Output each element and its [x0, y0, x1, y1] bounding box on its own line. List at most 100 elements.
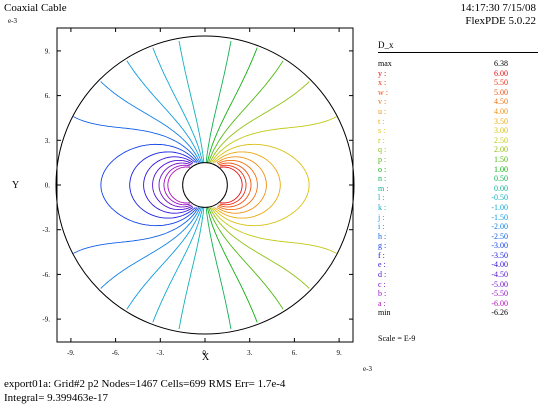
legend-label: i : [378, 222, 385, 232]
legend-value: -1.50 [491, 212, 508, 222]
legend: D_x max 6.38 y :6.00 x :5.50 w :5.00 v :4.50 u… [378, 40, 538, 318]
x-tick-label: 9. [336, 349, 342, 357]
legend-row: k : -1.00 [378, 203, 538, 213]
contour-level-q [209, 81, 310, 289]
legend-label: e : [378, 260, 386, 270]
legend-value: 2.00 [494, 145, 508, 155]
legend-title: D_x [378, 40, 538, 53]
legend-label: g : [378, 241, 387, 251]
legend-row: h : -2.50 [378, 232, 538, 242]
legend-value: -4.00 [491, 260, 508, 270]
legend-label: l : [378, 193, 385, 203]
contour-level-o [206, 47, 258, 323]
legend-value: 4.50 [494, 97, 508, 107]
y-tick-label: -9. [42, 316, 50, 324]
outer-conductor [55, 35, 355, 335]
legend-row: a : -6.00 [378, 299, 538, 309]
contour-level-s [212, 143, 310, 227]
plot-title: Coaxial Cable [4, 2, 67, 14]
legend-row: w : 5.00 [378, 88, 538, 98]
legend-label: p : [378, 154, 387, 164]
legend-label: r : [378, 135, 385, 145]
legend-label: min [378, 308, 391, 318]
legend-label: a : [378, 298, 386, 308]
contour-level-e [143, 156, 194, 214]
contour-level-l [178, 40, 205, 330]
legend-row: e : -4.00 [378, 260, 538, 270]
contour-lines [73, 40, 337, 330]
contour-level-p [208, 60, 284, 310]
legend-label: d : [378, 270, 387, 280]
contour-level-j [126, 60, 202, 310]
y-tick-label: 3. [45, 137, 51, 145]
legend-value: 0.00 [494, 183, 508, 193]
legend-label: x : [378, 78, 387, 88]
legend-row: x : 5.50 [378, 78, 538, 88]
contour-level-n [205, 40, 232, 330]
x-tick-label: 6. [292, 349, 298, 357]
legend-value: -4.50 [491, 270, 508, 280]
x-axis-label: X [202, 352, 210, 363]
legend-label: f : [378, 250, 385, 260]
legend-value: -1.00 [491, 202, 508, 212]
y-tick-label: 6. [45, 92, 51, 100]
legend-value: 6.38 [494, 59, 508, 68]
legend-label: k : [378, 202, 387, 212]
legend-rows: max 6.38 y : 6.00 x : 5.50 w : 5.00 v : 4.50 u : 4.… [378, 59, 538, 318]
contour-level-c [158, 162, 192, 208]
contour-level-g [100, 143, 198, 227]
legend-label: u : [378, 106, 387, 116]
run-stamp: 14:17:30 7/15/08 FlexPDE 5.0.22 [461, 2, 536, 28]
y-axis-label: Y [12, 180, 20, 191]
y-tick-label: -3. [42, 226, 50, 234]
legend-label: t : [378, 116, 385, 126]
x-tick-label: -6. [112, 349, 120, 357]
legend-label: w : [378, 87, 388, 97]
legend-row: n : 0.50 [378, 174, 538, 184]
contour-level-i [100, 81, 201, 289]
legend-value: 1.50 [494, 154, 508, 164]
legend-row: r : 2.50 [378, 136, 538, 146]
legend-row: j : -1.50 [378, 213, 538, 223]
legend-value: 3.50 [494, 116, 508, 126]
x-tick-label: 3. [247, 349, 253, 357]
legend-row: min -6.26 [378, 308, 538, 318]
legend-row: o : 1.00 [378, 165, 538, 175]
inner-conductor [182, 162, 228, 208]
legend-row: v : 4.50 [378, 97, 538, 107]
legend-row: g : -3.00 [378, 241, 538, 251]
x-tick-label: -3. [157, 349, 165, 357]
legend-label: y : [378, 68, 387, 78]
legend-label: c : [378, 279, 386, 289]
contour-level-y [219, 166, 243, 204]
legend-value: 3.00 [494, 126, 508, 136]
legend-row: s : 3.00 [378, 126, 538, 136]
legend-value: -5.00 [491, 279, 508, 289]
legend-row: p : 1.50 [378, 155, 538, 165]
scale-label: Scale = E-9 [378, 334, 416, 343]
y-tick-label: 9. [45, 47, 51, 55]
legend-label: m : [378, 183, 389, 193]
contour-level-a [167, 166, 191, 204]
contour-level-k [152, 47, 204, 323]
legend-row: f : -3.50 [378, 251, 538, 261]
legend-value: 0.50 [494, 174, 508, 184]
y-tick-label: -6. [42, 271, 50, 279]
x-tick-label: 0. [202, 349, 208, 357]
legend-value: 5.50 [494, 78, 508, 88]
axis-ticks: -9. -6. -3. 0. 3. 6. 9. 9. 6. 3. 0. -3. -6. -9. [42, 28, 353, 357]
contour-level-r [210, 116, 337, 254]
contour-level-u [216, 156, 267, 214]
legend-value: -0.50 [491, 193, 508, 203]
legend-value: -2.00 [491, 222, 508, 232]
contour-level-w [218, 162, 252, 208]
integral-value: Integral= 9.399463e-17 [4, 392, 108, 404]
contour-level-f [129, 151, 196, 219]
x-tick-label: -9. [67, 349, 75, 357]
legend-row: t : 3.50 [378, 117, 538, 127]
legend-label: s : [378, 126, 386, 136]
legend-row: c : -5.00 [378, 280, 538, 290]
legend-value: 5.00 [494, 87, 508, 97]
y-tick-label: 0. [45, 182, 51, 190]
